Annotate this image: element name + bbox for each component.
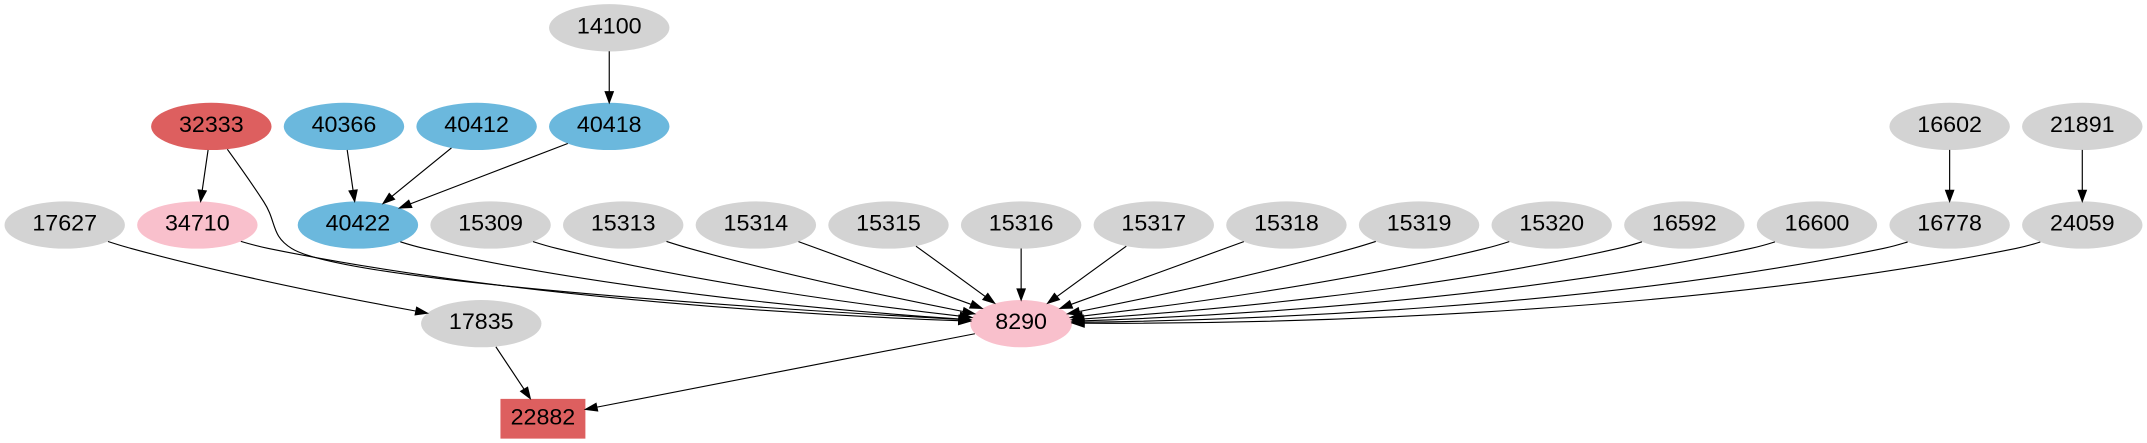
svg-text:16600: 16600 — [1785, 210, 1850, 235]
svg-text:14100: 14100 — [577, 13, 642, 38]
svg-text:34710: 34710 — [165, 210, 230, 235]
svg-text:15317: 15317 — [1121, 210, 1186, 235]
svg-text:15318: 15318 — [1254, 210, 1319, 235]
svg-text:17627: 17627 — [32, 210, 97, 235]
svg-text:16602: 16602 — [1917, 112, 1982, 137]
svg-text:16778: 16778 — [1917, 210, 1982, 235]
svg-text:15316: 15316 — [989, 210, 1054, 235]
svg-text:15309: 15309 — [458, 210, 523, 235]
svg-text:40418: 40418 — [577, 112, 642, 137]
svg-text:15313: 15313 — [591, 210, 656, 235]
svg-text:16592: 16592 — [1652, 210, 1717, 235]
svg-text:8290: 8290 — [995, 309, 1047, 334]
svg-text:22882: 22882 — [511, 404, 576, 429]
svg-text:15319: 15319 — [1387, 210, 1452, 235]
svg-text:15314: 15314 — [724, 210, 789, 235]
svg-text:40412: 40412 — [444, 112, 509, 137]
svg-text:21891: 21891 — [2050, 112, 2115, 137]
svg-text:32333: 32333 — [179, 112, 244, 137]
svg-text:40366: 40366 — [312, 112, 377, 137]
svg-text:40422: 40422 — [326, 210, 391, 235]
svg-text:17835: 17835 — [449, 309, 514, 334]
svg-text:15315: 15315 — [856, 210, 921, 235]
svg-text:15320: 15320 — [1519, 210, 1584, 235]
svg-text:24059: 24059 — [2050, 210, 2115, 235]
